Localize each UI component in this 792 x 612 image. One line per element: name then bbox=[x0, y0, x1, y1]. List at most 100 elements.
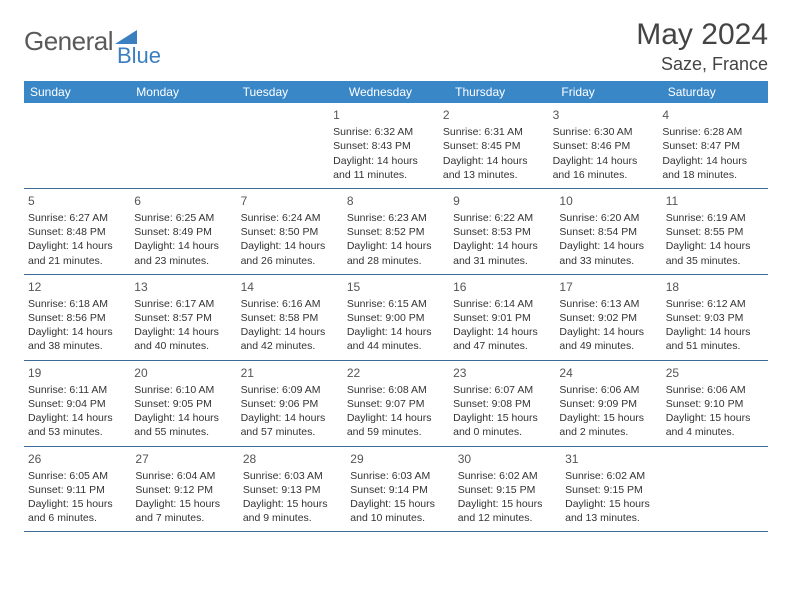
day-cell: 16Sunrise: 6:14 AMSunset: 9:01 PMDayligh… bbox=[449, 275, 555, 360]
day-cell: 29Sunrise: 6:03 AMSunset: 9:14 PMDayligh… bbox=[346, 447, 453, 532]
daylight-line: Daylight: 14 hours and 21 minutes. bbox=[28, 239, 126, 267]
sunrise-line: Sunrise: 6:02 AM bbox=[458, 469, 557, 483]
daylight-line: Daylight: 15 hours and 9 minutes. bbox=[243, 497, 342, 525]
empty-day-cell bbox=[126, 103, 228, 188]
month-title: May 2024 bbox=[636, 18, 768, 52]
day-number: 29 bbox=[350, 451, 449, 467]
day-cell: 2Sunrise: 6:31 AMSunset: 8:45 PMDaylight… bbox=[439, 103, 549, 188]
sunset-line: Sunset: 8:54 PM bbox=[559, 225, 657, 239]
sunset-line: Sunset: 9:02 PM bbox=[559, 311, 657, 325]
daylight-line: Daylight: 14 hours and 47 minutes. bbox=[453, 325, 551, 353]
day-number: 14 bbox=[241, 279, 339, 295]
day-number: 7 bbox=[241, 193, 339, 209]
day-number: 10 bbox=[559, 193, 657, 209]
sunrise-line: Sunrise: 6:32 AM bbox=[333, 125, 435, 139]
daylight-line: Daylight: 14 hours and 57 minutes. bbox=[241, 411, 339, 439]
weekday-header-cell: Wednesday bbox=[343, 81, 449, 103]
day-number: 1 bbox=[333, 107, 435, 123]
sunset-line: Sunset: 8:43 PM bbox=[333, 139, 435, 153]
sunrise-line: Sunrise: 6:19 AM bbox=[666, 211, 764, 225]
day-cell: 4Sunrise: 6:28 AMSunset: 8:47 PMDaylight… bbox=[658, 103, 768, 188]
daylight-line: Daylight: 14 hours and 55 minutes. bbox=[134, 411, 232, 439]
day-cell: 7Sunrise: 6:24 AMSunset: 8:50 PMDaylight… bbox=[237, 189, 343, 274]
sunrise-line: Sunrise: 6:20 AM bbox=[559, 211, 657, 225]
day-number: 27 bbox=[135, 451, 234, 467]
daylight-line: Daylight: 14 hours and 40 minutes. bbox=[134, 325, 232, 353]
day-number: 6 bbox=[134, 193, 232, 209]
sunrise-line: Sunrise: 6:08 AM bbox=[347, 383, 445, 397]
week-row: 5Sunrise: 6:27 AMSunset: 8:48 PMDaylight… bbox=[24, 189, 768, 275]
sunset-line: Sunset: 8:46 PM bbox=[553, 139, 655, 153]
day-cell: 30 Sunrise: 6:02 AMSunset: 9:15 PMDayligh… bbox=[454, 447, 561, 532]
week-row: 1 Sunrise: 6:32 AMSunset: 8:43 PMDaylight… bbox=[24, 103, 768, 189]
sunrise-line: Sunrise: 6:31 AM bbox=[443, 125, 545, 139]
sunrise-line: Sunrise: 6:03 AM bbox=[350, 469, 449, 483]
day-cell: 11Sunrise: 6:19 AMSunset: 8:55 PMDayligh… bbox=[662, 189, 768, 274]
sunset-line: Sunset: 8:56 PM bbox=[28, 311, 126, 325]
day-number: 21 bbox=[241, 365, 339, 381]
sunrise-line: Sunrise: 6:22 AM bbox=[453, 211, 551, 225]
sunrise-line: Sunrise: 6:06 AM bbox=[666, 383, 764, 397]
day-cell: 24Sunrise: 6:06 AMSunset: 9:09 PMDayligh… bbox=[555, 361, 661, 446]
sunrise-line: Sunrise: 6:09 AM bbox=[241, 383, 339, 397]
weekday-header-cell: Friday bbox=[555, 81, 661, 103]
sunrise-line: Sunrise: 6:11 AM bbox=[28, 383, 126, 397]
sunrise-line: Sunrise: 6:24 AM bbox=[241, 211, 339, 225]
sunset-line: Sunset: 9:09 PM bbox=[559, 397, 657, 411]
day-cell: 31Sunrise: 6:02 AMSunset: 9:15 PMDayligh… bbox=[561, 447, 668, 532]
week-row: 26Sunrise: 6:05 AMSunset: 9:11 PMDayligh… bbox=[24, 447, 768, 533]
sunrise-line: Sunrise: 6:13 AM bbox=[559, 297, 657, 311]
sunrise-line: Sunrise: 6:06 AM bbox=[559, 383, 657, 397]
sunset-line: Sunset: 9:07 PM bbox=[347, 397, 445, 411]
sunrise-line: Sunrise: 6:17 AM bbox=[134, 297, 232, 311]
day-number: 12 bbox=[28, 279, 126, 295]
day-number: 26 bbox=[28, 451, 127, 467]
day-cell: 9Sunrise: 6:22 AMSunset: 8:53 PMDaylight… bbox=[449, 189, 555, 274]
week-row: 19Sunrise: 6:11 AMSunset: 9:04 PMDayligh… bbox=[24, 361, 768, 447]
day-number: 20 bbox=[134, 365, 232, 381]
day-cell: 25Sunrise: 6:06 AMSunset: 9:10 PMDayligh… bbox=[662, 361, 768, 446]
daylight-line: Daylight: 14 hours and 28 minutes. bbox=[347, 239, 445, 267]
day-number: 22 bbox=[347, 365, 445, 381]
empty-day-cell bbox=[669, 447, 768, 532]
sunrise-line: Sunrise: 6:04 AM bbox=[135, 469, 234, 483]
weeks-container: 1Sunrise: 6:32 AMSunset: 8:43 PMDaylight… bbox=[24, 103, 768, 532]
sunset-line: Sunset: 9:10 PM bbox=[666, 397, 764, 411]
sunset-line: Sunset: 9:03 PM bbox=[666, 311, 764, 325]
day-cell: 28Sunrise: 6:03 AMSunset: 9:13 PMDayligh… bbox=[239, 447, 346, 532]
sunset-line: Sunset: 8:48 PM bbox=[28, 225, 126, 239]
daylight-line: Daylight: 14 hours and 33 minutes. bbox=[559, 239, 657, 267]
day-cell: 27Sunrise: 6:04 AMSunset: 9:12 PMDayligh… bbox=[131, 447, 238, 532]
sunset-line: Sunset: 9:15 PM bbox=[458, 483, 557, 497]
day-cell: 26Sunrise: 6:05 AMSunset: 9:11 PMDayligh… bbox=[24, 447, 131, 532]
week-row: 12Sunrise: 6:18 AMSunset: 8:56 PMDayligh… bbox=[24, 275, 768, 361]
daylight-line: Daylight: 15 hours and 7 minutes. bbox=[135, 497, 234, 525]
sunset-line: Sunset: 8:47 PM bbox=[662, 139, 764, 153]
sunrise-line: Sunrise: 6:02 AM bbox=[565, 469, 664, 483]
daylight-line: Daylight: 14 hours and 23 minutes. bbox=[134, 239, 232, 267]
day-cell: 1 Sunrise: 6:32 AMSunset: 8:43 PMDaylight… bbox=[329, 103, 439, 188]
sunrise-line: Sunrise: 6:23 AM bbox=[347, 211, 445, 225]
daylight-line: Daylight: 15 hours and 10 minutes. bbox=[350, 497, 449, 525]
day-cell: 23Sunrise: 6:07 AMSunset: 9:08 PMDayligh… bbox=[449, 361, 555, 446]
daylight-line: Daylight: 15 hours and 6 minutes. bbox=[28, 497, 127, 525]
sunset-line: Sunset: 9:04 PM bbox=[28, 397, 126, 411]
day-number: 5 bbox=[28, 193, 126, 209]
day-number: 4 bbox=[662, 107, 764, 123]
sunrise-line: Sunrise: 6:15 AM bbox=[347, 297, 445, 311]
day-number: 24 bbox=[559, 365, 657, 381]
daylight-line: Daylight: 15 hours and 4 minutes. bbox=[666, 411, 764, 439]
daylight-line: Daylight: 14 hours and 42 minutes. bbox=[241, 325, 339, 353]
logo-text-general: General bbox=[24, 26, 113, 57]
sunrise-line: Sunrise: 6:28 AM bbox=[662, 125, 764, 139]
sunset-line: Sunset: 8:53 PM bbox=[453, 225, 551, 239]
weekday-header-cell: Saturday bbox=[662, 81, 768, 103]
title-block: May 2024 Saze, France bbox=[636, 18, 768, 75]
day-number: 18 bbox=[666, 279, 764, 295]
daylight-line: Daylight: 14 hours and 11 minutes. bbox=[333, 154, 435, 182]
sunset-line: Sunset: 8:58 PM bbox=[241, 311, 339, 325]
day-number: 30 bbox=[458, 451, 557, 467]
daylight-line: Daylight: 15 hours and 12 minutes. bbox=[458, 497, 557, 525]
sunset-line: Sunset: 8:55 PM bbox=[666, 225, 764, 239]
daylight-line: Daylight: 14 hours and 51 minutes. bbox=[666, 325, 764, 353]
